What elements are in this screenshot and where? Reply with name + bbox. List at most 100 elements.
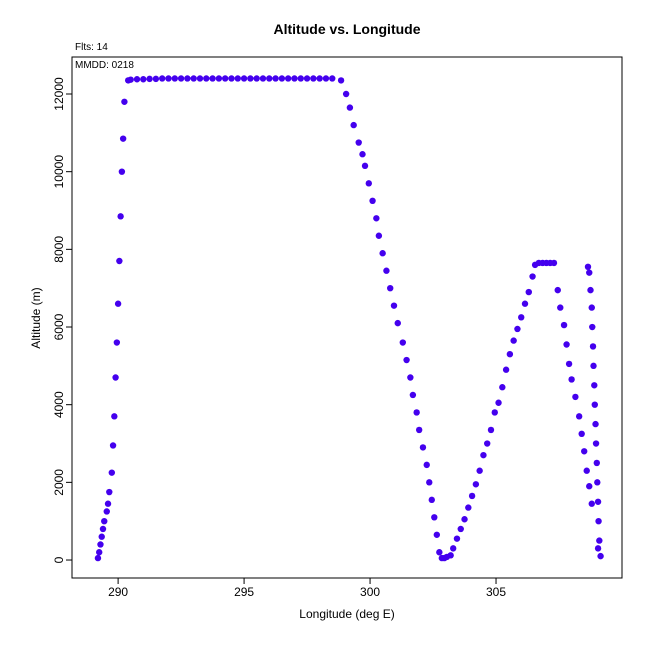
- point: [407, 374, 414, 381]
- point: [310, 75, 317, 82]
- point: [433, 531, 441, 538]
- point: [484, 440, 491, 447]
- point: [399, 339, 407, 346]
- point: [240, 75, 248, 82]
- y-tick-label: 12000: [52, 77, 66, 111]
- point: [116, 257, 123, 265]
- point: [457, 525, 464, 533]
- point: [94, 554, 102, 562]
- point: [426, 479, 433, 486]
- point: [127, 76, 134, 83]
- point: [228, 75, 235, 82]
- point: [403, 356, 410, 364]
- point: [355, 139, 362, 146]
- point: [581, 448, 588, 455]
- point: [118, 168, 126, 175]
- point: [106, 488, 113, 496]
- x-axis-label: Longitude (deg E): [299, 607, 394, 621]
- y-tick-label: 8000: [52, 236, 66, 263]
- plot-frame: [71, 56, 623, 579]
- point: [112, 374, 119, 381]
- point: [316, 75, 323, 82]
- y-tick-label: 4000: [52, 391, 66, 418]
- point: [518, 314, 525, 321]
- point: [390, 302, 398, 309]
- point: [297, 75, 304, 82]
- point: [221, 75, 229, 82]
- point: [329, 75, 336, 82]
- point: [109, 442, 117, 449]
- point: [586, 269, 593, 276]
- point: [480, 451, 487, 459]
- point: [557, 304, 564, 311]
- annotation: Flts: 14: [75, 42, 108, 53]
- point: [461, 516, 468, 523]
- point: [529, 273, 536, 280]
- point: [359, 151, 366, 158]
- point: [554, 286, 561, 294]
- point: [589, 343, 597, 350]
- point: [203, 75, 210, 82]
- x-tick-label: 295: [234, 585, 254, 599]
- point: [597, 552, 604, 560]
- point: [568, 376, 575, 383]
- point: [96, 549, 103, 556]
- point: [346, 104, 354, 111]
- point: [588, 500, 595, 507]
- point: [284, 75, 292, 82]
- point: [584, 263, 592, 271]
- point: [215, 75, 223, 82]
- point: [117, 213, 124, 220]
- point: [589, 323, 596, 331]
- point: [588, 304, 595, 311]
- point: [337, 77, 345, 84]
- point: [209, 75, 216, 82]
- y-tick-label: 10000: [52, 155, 66, 189]
- point: [491, 409, 498, 416]
- point: [253, 75, 260, 82]
- point: [525, 288, 532, 296]
- x-tick-label: 305: [486, 585, 506, 599]
- point: [379, 250, 386, 257]
- point: [266, 75, 273, 82]
- point: [342, 90, 350, 98]
- point: [103, 508, 110, 515]
- point: [453, 535, 461, 542]
- point: [431, 514, 438, 521]
- point: [322, 75, 330, 82]
- point: [592, 440, 600, 447]
- point: [447, 552, 454, 559]
- point: [146, 75, 153, 83]
- point: [583, 467, 590, 474]
- point: [578, 430, 585, 438]
- point: [419, 444, 427, 451]
- point: [303, 75, 311, 82]
- point: [291, 75, 298, 82]
- point: [196, 75, 204, 82]
- point: [590, 362, 597, 370]
- point: [514, 325, 521, 333]
- point: [108, 469, 116, 476]
- point: [97, 541, 104, 548]
- point: [591, 382, 598, 389]
- point: [591, 401, 598, 408]
- y-tick-label: 6000: [52, 313, 66, 340]
- x-tick-label: 290: [108, 585, 128, 599]
- point: [472, 481, 480, 488]
- point: [171, 75, 178, 82]
- point: [502, 366, 510, 373]
- point: [387, 284, 394, 292]
- point: [586, 483, 593, 490]
- point: [101, 517, 108, 525]
- point: [119, 135, 127, 142]
- point: [383, 267, 390, 274]
- point: [428, 496, 435, 504]
- point: [165, 75, 172, 82]
- point: [394, 319, 401, 327]
- point: [415, 426, 423, 434]
- point: [423, 461, 430, 469]
- y-tick-label: 0: [52, 556, 66, 563]
- point: [592, 420, 599, 428]
- point: [521, 300, 529, 307]
